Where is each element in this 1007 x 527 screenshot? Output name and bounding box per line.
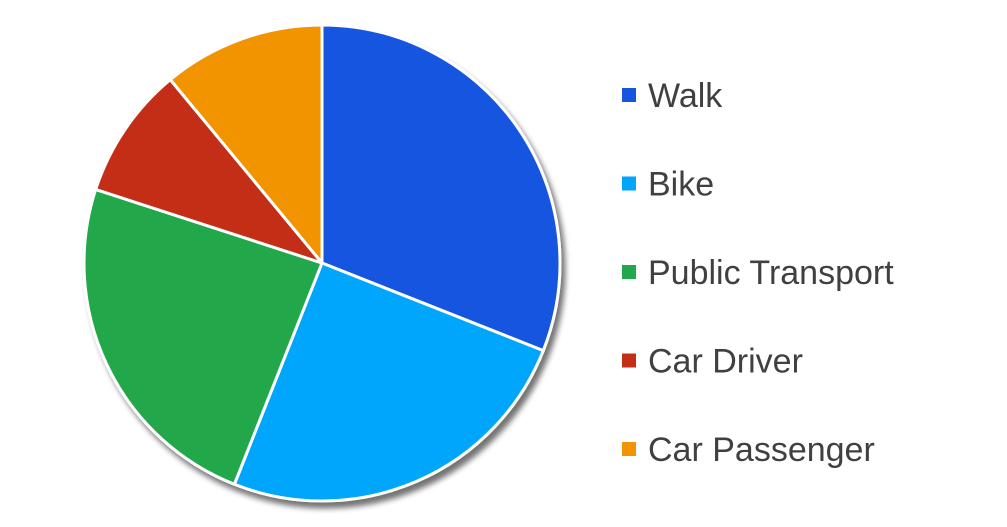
pie-slices xyxy=(82,23,562,503)
pie-slice-car-passenger xyxy=(168,23,324,265)
legend-item-walk: Walk xyxy=(622,77,723,115)
pie-slice-walk xyxy=(320,23,562,353)
legend: Walk Bike Public Transport Car Driver Car Pa… xyxy=(622,77,894,469)
legend-item-bike: Bike xyxy=(622,166,714,204)
legend-label-car-passenger: Car Passenger xyxy=(648,431,875,469)
pie-slice-car-driver xyxy=(94,78,324,265)
pie-slice-public-transport xyxy=(82,187,324,486)
legend-label-public-transport: Public Transport xyxy=(648,254,894,292)
legend-item-car-driver: Car Driver xyxy=(622,343,803,381)
pie-slice-bike xyxy=(232,261,545,503)
legend-swatch-car-passenger xyxy=(622,442,636,456)
legend-label-bike: Bike xyxy=(648,166,714,204)
legend-item-public-transport: Public Transport xyxy=(622,254,894,292)
legend-swatch-car-driver xyxy=(622,353,636,368)
legend-swatch-walk xyxy=(622,88,636,102)
legend-item-car-passenger: Car Passenger xyxy=(622,431,875,469)
legend-label-walk: Walk xyxy=(648,77,723,115)
legend-swatch-bike xyxy=(622,176,636,191)
legend-label-car-driver: Car Driver xyxy=(648,343,803,381)
legend-swatch-public-transport xyxy=(622,265,636,279)
